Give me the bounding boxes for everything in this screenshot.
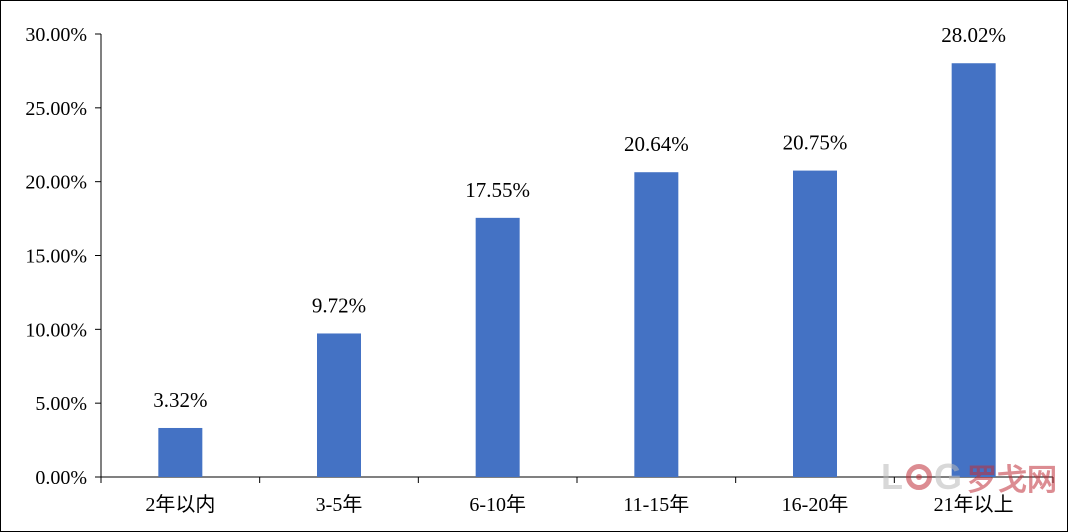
bar [793, 170, 837, 477]
bar-data-label: 20.75% [783, 131, 848, 155]
x-axis-ticks: 2年以内 3-5年 6-10年 11-15年 16-20年 21年以上 [100, 477, 1054, 516]
bar-data-label: 20.64% [624, 132, 689, 156]
axes-group [100, 34, 1053, 478]
bar [634, 172, 679, 477]
bar-data-label: 28.02% [941, 23, 1006, 47]
bar-data-label: 17.55% [465, 178, 530, 202]
y-axis-ticks: 0.00% 5.00% 10.00% 15.00% 20.00% 25.00% 30.00% [25, 24, 101, 489]
y-tick-label: 10.00% [25, 319, 87, 341]
y-tick-label: 25.00% [25, 98, 87, 120]
x-category-label: 16-20年 [782, 493, 849, 516]
x-category-label: 6-10年 [469, 493, 526, 516]
y-tick-label: 0.00% [35, 467, 87, 489]
y-tick-label: 30.00% [25, 24, 87, 46]
bars-group [158, 63, 996, 477]
y-tick-label: 20.00% [25, 172, 87, 194]
data-labels-group: 3.32% 9.72% 17.55% 20.64% 20.75% 28.02% [153, 23, 1006, 412]
x-category-label: 2年以内 [145, 493, 215, 516]
x-category-label: 11-15年 [623, 493, 689, 516]
x-category-label: 3-5年 [316, 493, 363, 516]
bar [951, 63, 996, 477]
bar [475, 217, 520, 477]
bar-data-label: 3.32% [153, 388, 207, 412]
bar-data-label: 9.72% [312, 293, 366, 317]
bar [317, 333, 361, 477]
y-tick-label: 15.00% [25, 246, 87, 268]
bar [158, 427, 203, 477]
y-tick-label: 5.00% [35, 393, 87, 415]
x-category-label: 21年以上 [934, 493, 1014, 516]
